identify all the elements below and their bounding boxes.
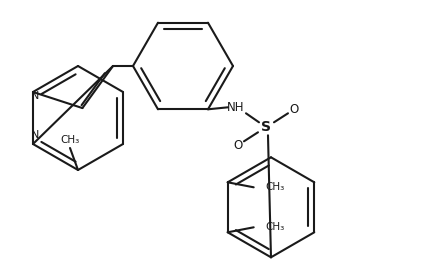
Text: O: O xyxy=(290,103,299,116)
Text: CH₃: CH₃ xyxy=(60,135,80,145)
Text: NH: NH xyxy=(227,101,245,114)
Text: CH₃: CH₃ xyxy=(266,182,285,192)
Text: CH₃: CH₃ xyxy=(266,222,285,232)
Text: O: O xyxy=(233,139,243,152)
Text: N: N xyxy=(31,91,39,101)
Text: N: N xyxy=(31,130,39,140)
Text: S: S xyxy=(261,120,271,134)
